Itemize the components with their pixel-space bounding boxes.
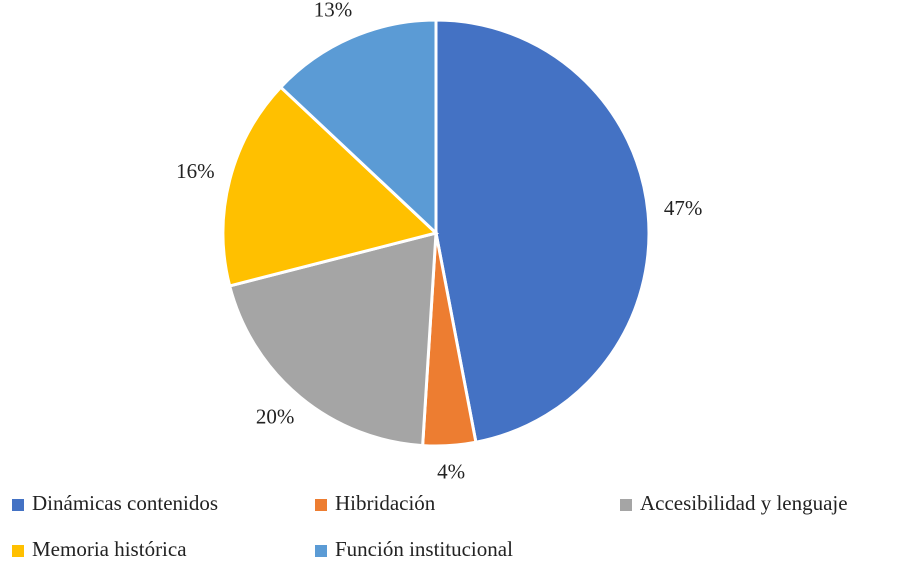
legend-swatch: [315, 499, 327, 511]
data-label: 20%: [256, 405, 295, 429]
legend-label: Función institucional: [335, 537, 513, 561]
data-label: 4%: [437, 459, 465, 483]
legend-swatch: [12, 545, 24, 557]
data-label: 47%: [664, 196, 703, 220]
pie-slice: [227, 231, 438, 448]
pie-slice: [221, 85, 440, 288]
legend-swatch: [12, 499, 24, 511]
pie-slice: [434, 18, 651, 444]
legend-label: Hibridación: [335, 491, 436, 515]
legend-label: Memoria histórica: [32, 537, 187, 561]
legend-label: Accesibilidad y lenguaje: [640, 491, 848, 515]
legend-swatch: [315, 545, 327, 557]
pie-slice: [278, 18, 438, 237]
data-label: 13%: [314, 0, 353, 22]
legend-label: Dinámicas contenidos: [32, 491, 218, 515]
legend-swatch: [620, 499, 632, 511]
data-label: 16%: [176, 159, 215, 183]
